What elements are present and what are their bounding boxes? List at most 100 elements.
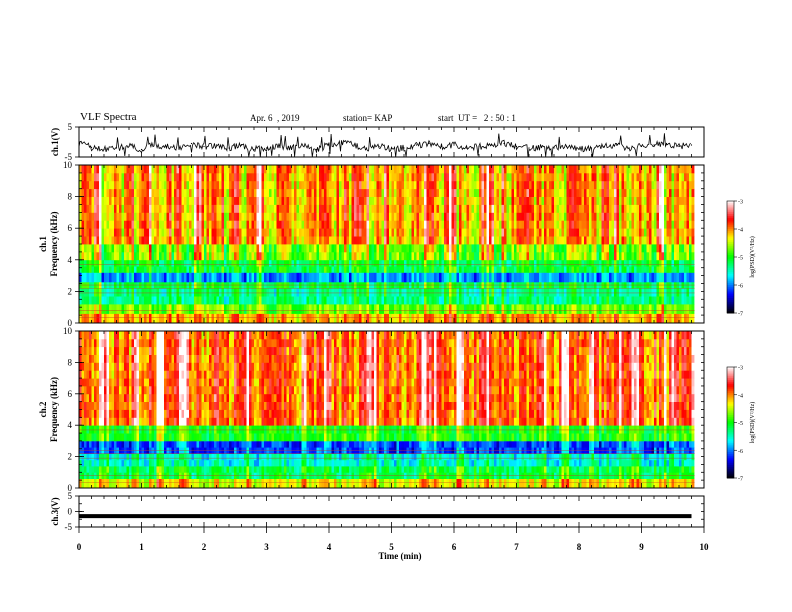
spectrogram-cell	[689, 266, 692, 273]
spectrogram-cell	[564, 204, 567, 213]
spectrogram-cell	[134, 204, 137, 213]
spectrogram-cell	[446, 244, 450, 253]
spectrogram-cell	[474, 244, 477, 253]
spectrogram-cell	[681, 212, 685, 221]
spectrogram-cell	[606, 188, 610, 197]
spectrogram-cell	[254, 188, 257, 197]
spectrogram-cell	[184, 266, 187, 273]
spectrogram-cell	[666, 196, 670, 205]
spectrogram-cell	[156, 188, 160, 197]
spectrogram-cell	[226, 228, 230, 237]
spectrogram-cell	[466, 259, 470, 267]
spectrogram-cell	[434, 288, 437, 297]
spectrogram-cell	[679, 180, 682, 190]
spectrogram-cell	[684, 196, 687, 205]
spectrogram-cell	[551, 196, 555, 205]
spectrogram-cell	[364, 259, 367, 267]
spectrogram-cell	[149, 304, 152, 314]
spectrogram-cell	[574, 259, 577, 267]
spectrogram-cell	[84, 259, 87, 267]
spectrogram-cell	[531, 313, 535, 324]
spectrogram-cell	[386, 165, 390, 174]
spectrogram-cell	[331, 228, 335, 237]
spectrogram-cell	[324, 196, 327, 205]
spectrogram-cell	[429, 204, 432, 213]
spectrogram-cell	[456, 228, 460, 237]
spectrogram-cell	[104, 228, 107, 237]
spectrogram-cell	[464, 266, 467, 273]
spectrogram-cell	[81, 196, 85, 205]
spectrogram-cell	[416, 288, 420, 297]
spectrogram-cell	[679, 204, 682, 213]
spectrogram-cell	[691, 266, 695, 273]
spectrogram-cell	[286, 244, 290, 253]
spectrogram-cell	[461, 180, 465, 190]
spectrogram-cell	[349, 272, 352, 283]
spectrogram-cell	[411, 251, 415, 261]
spectrogram-cell	[636, 204, 640, 213]
spectrogram-cell	[396, 272, 400, 283]
spectrogram-cell	[149, 220, 152, 229]
spectrogram-cell	[206, 196, 210, 205]
spectrogram-cell	[194, 251, 197, 261]
spectrogram-cell	[514, 196, 517, 205]
spectrogram-cell	[141, 220, 145, 229]
spectrogram-cell	[316, 296, 320, 305]
spectrogram-cell	[556, 259, 560, 267]
spectrogram-cell	[489, 188, 492, 197]
spectrogram-cell	[126, 251, 130, 261]
spectrogram-cell	[419, 212, 422, 221]
spectrogram-cell	[419, 296, 422, 305]
spectrogram-cell	[394, 220, 397, 229]
spectrogram-cell	[431, 228, 435, 237]
spectrogram-cell	[144, 172, 147, 182]
spectrogram-cell	[164, 236, 167, 245]
spectrogram-cell	[651, 220, 655, 229]
spectrogram-cell	[154, 313, 157, 324]
spectrogram-cell	[524, 188, 527, 197]
spectrogram-cell	[624, 251, 627, 261]
spectrogram-cell	[481, 236, 485, 245]
spectrogram-cell	[511, 244, 515, 253]
spectrogram-cell	[434, 165, 437, 174]
spectrogram-cell	[381, 296, 385, 305]
spectrogram-cell	[671, 212, 675, 221]
spectrogram-cell	[536, 251, 540, 261]
spectrogram-cell	[486, 188, 490, 197]
spectrogram-cell	[666, 251, 670, 261]
spectrogram-cell	[91, 236, 95, 245]
spectrogram-cell	[156, 204, 160, 213]
spectrogram-cell	[324, 172, 327, 182]
spectrogram-cell	[341, 244, 345, 253]
spectrogram-cell	[646, 188, 650, 197]
spectrogram-cell	[646, 180, 650, 190]
spectrogram-cell	[429, 272, 432, 283]
spectrogram-cell	[496, 188, 500, 197]
spectrogram-cell	[394, 251, 397, 261]
spectrogram-cell	[341, 288, 345, 297]
spectrogram-cell	[516, 296, 520, 305]
spectrogram-cell	[166, 272, 170, 283]
spectrogram-cell	[134, 313, 137, 324]
spectrogram-cell	[141, 313, 145, 324]
spectrogram-cell	[146, 251, 150, 261]
spectrogram-cell	[374, 313, 377, 324]
spectrogram-cell	[476, 313, 480, 324]
spectrogram-cell	[161, 266, 165, 273]
spectrogram-cell	[671, 313, 675, 324]
spectrogram-cell	[104, 212, 107, 221]
spectrogram-cell	[384, 188, 387, 197]
spectrogram-cell	[546, 266, 550, 273]
spectrogram-cell	[309, 204, 312, 213]
spectrogram-cell	[586, 251, 590, 261]
spectrogram-cell	[131, 251, 135, 261]
spectrogram-cell	[339, 251, 342, 261]
spectrogram-cell	[574, 313, 577, 324]
spectrogram-cell	[204, 165, 207, 174]
spectrogram-cell	[234, 212, 237, 221]
spectrogram-cell	[569, 220, 572, 229]
spectrogram-cell	[591, 165, 595, 174]
spectrogram-cell	[134, 220, 137, 229]
spectrogram-cell	[101, 288, 105, 297]
spectrogram-cell	[659, 212, 662, 221]
